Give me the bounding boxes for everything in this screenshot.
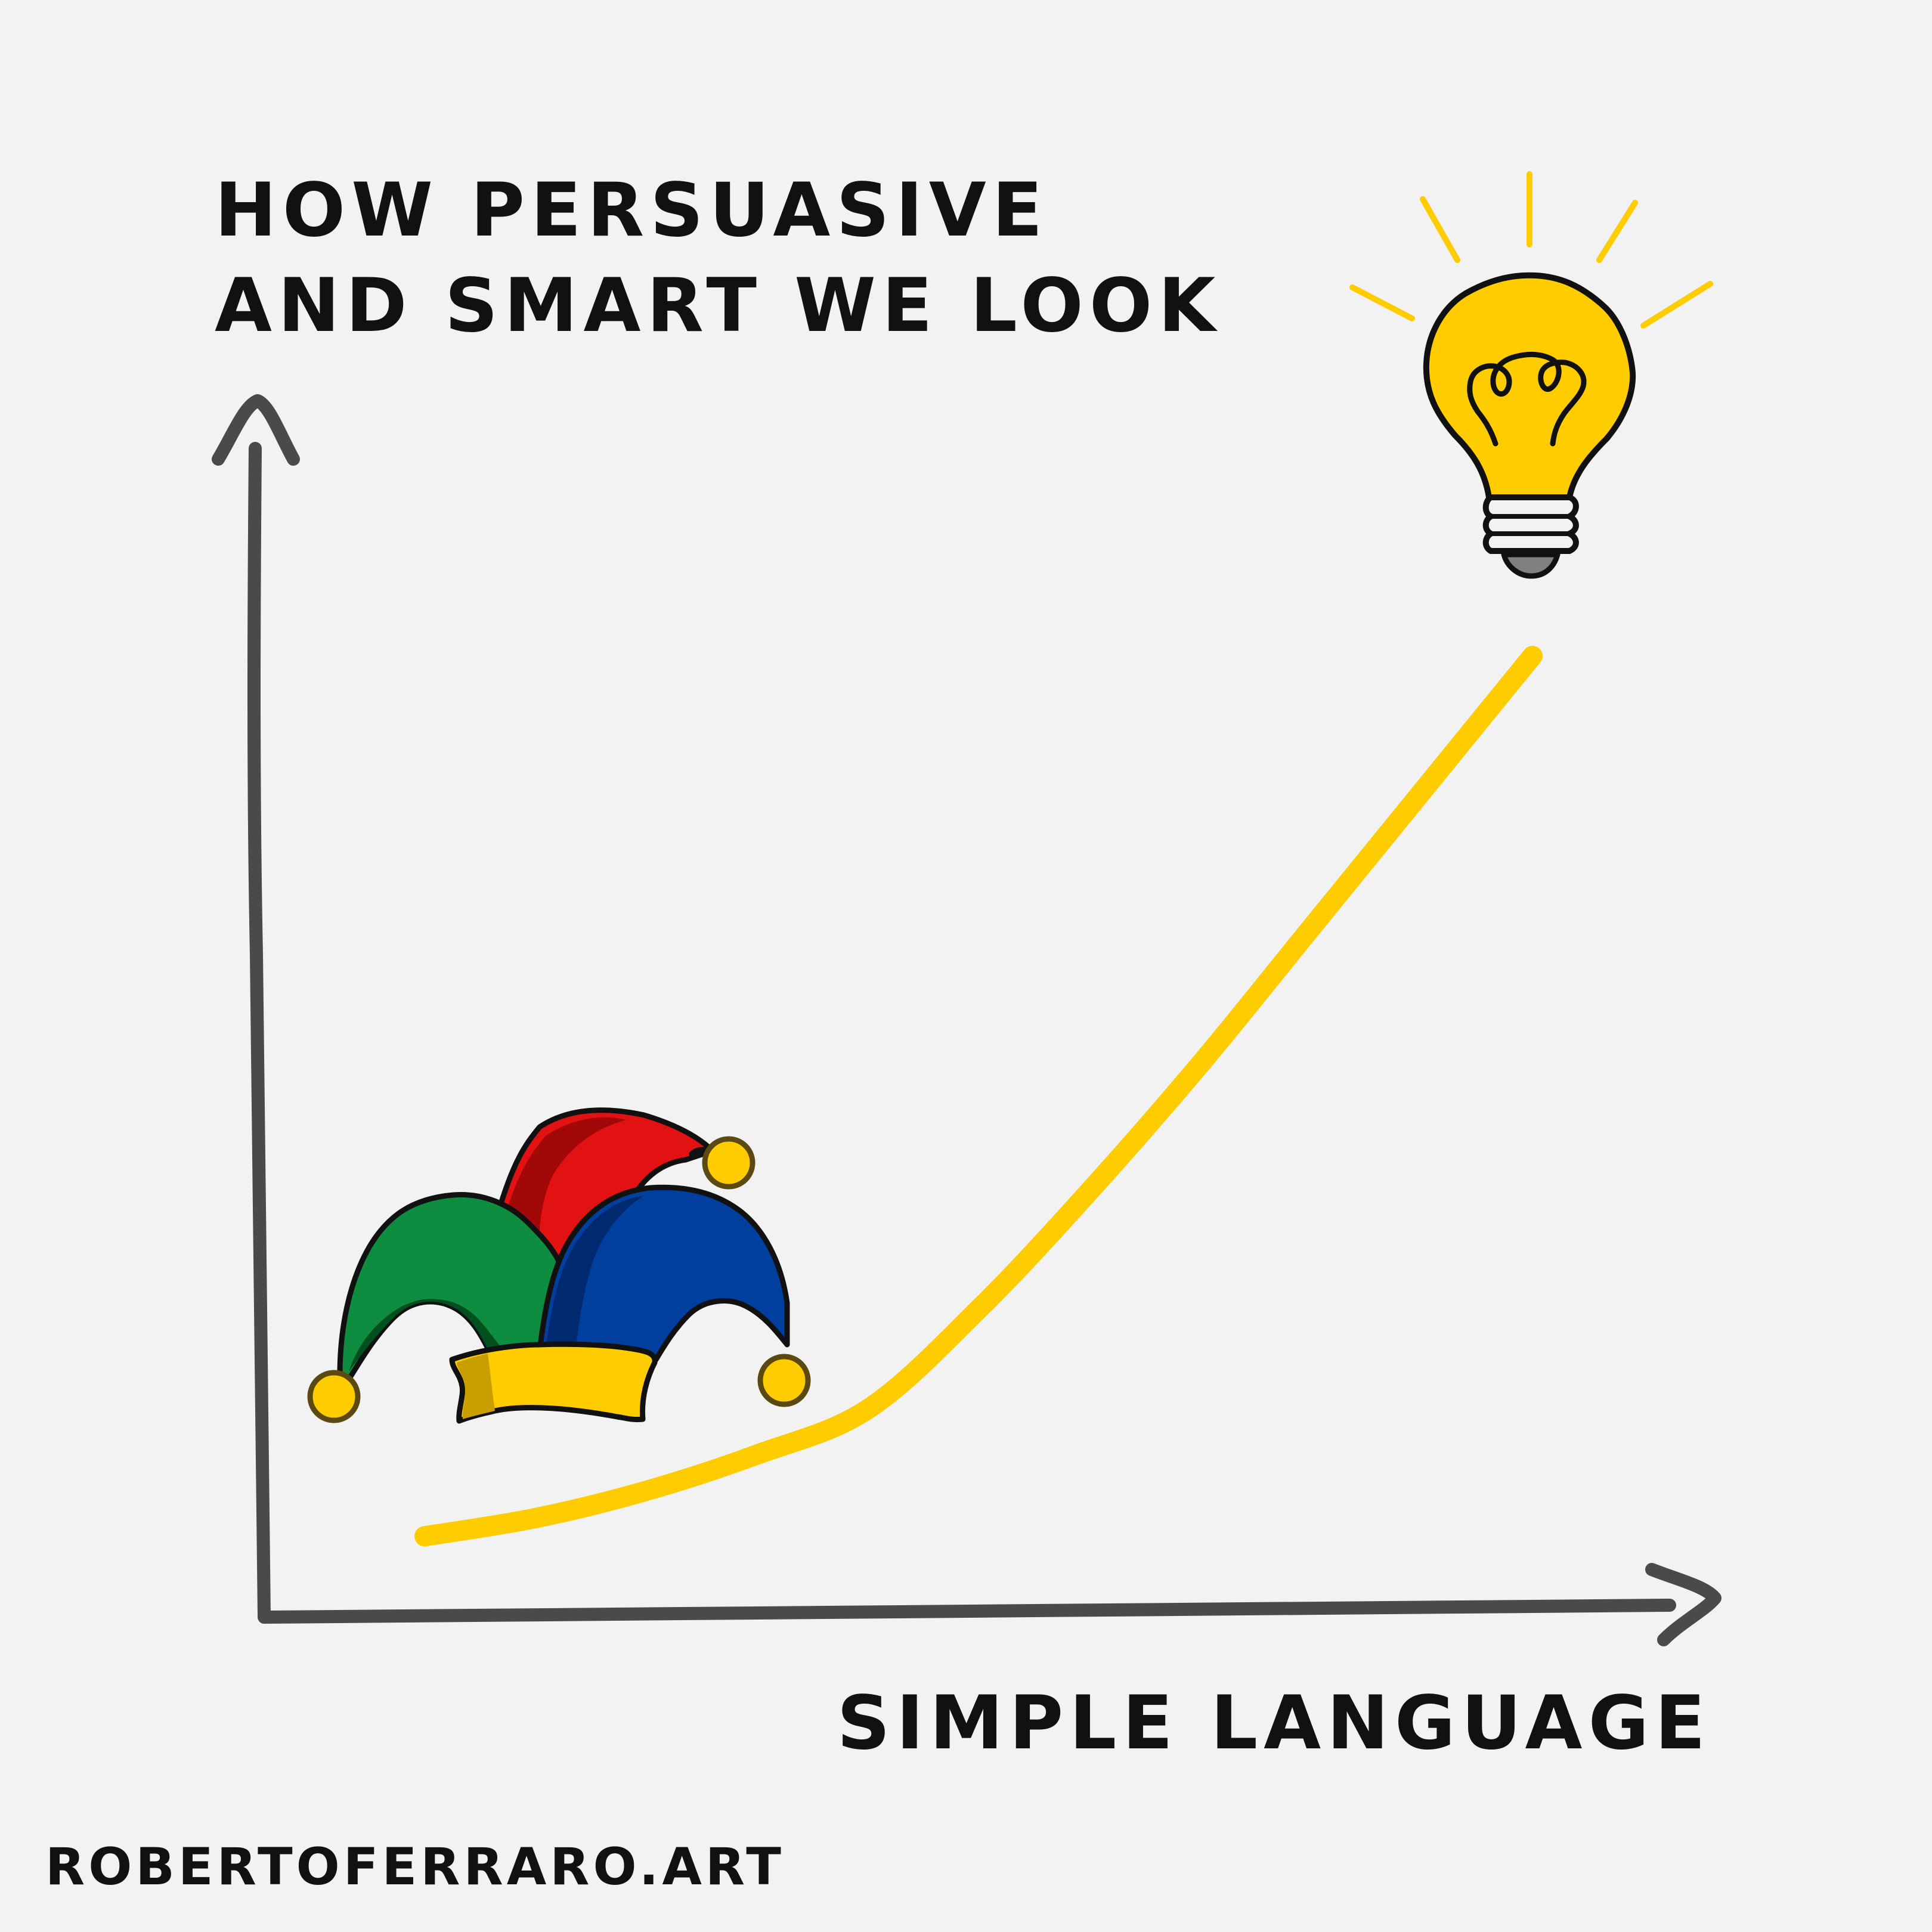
y-axis-line: [247, 442, 271, 1623]
y-axis-label-line-1: HOW PERSUASIVE: [215, 168, 1048, 253]
jester-hat-green-section: [337, 1191, 569, 1386]
y-axis: [212, 394, 300, 1623]
lightbulb-tip: [1501, 552, 1561, 579]
lightbulb-rays: [1349, 171, 1713, 329]
jester-hat-green-shade: [349, 1299, 513, 1371]
jester-bell-right: [757, 1354, 811, 1407]
lightbulb-icon: [1349, 171, 1713, 579]
x-axis-label: SIMPLE LANGUAGE: [837, 1680, 1711, 1766]
jester-hat-icon: [307, 1107, 811, 1424]
series-line-0: [414, 646, 1543, 1547]
ray-upper-left: [1420, 196, 1460, 263]
x-axis: [258, 1563, 1722, 1646]
lightbulb-screw-base: [1482, 494, 1579, 554]
jester-hat-band-shade: [457, 1354, 495, 1419]
x-axis-arrowhead: [1645, 1563, 1722, 1646]
jester-hat-blue-shade: [546, 1196, 644, 1351]
x-axis-line: [258, 1599, 1676, 1624]
jester-bell-top: [702, 1136, 756, 1190]
jester-bell-left: [307, 1370, 361, 1423]
credit-text: ROBERTOFERRARO.ART: [45, 1837, 785, 1897]
lightbulb-filament: [1467, 351, 1587, 447]
y-axis-label-line-2: AND SMART WE LOOK: [215, 263, 1221, 349]
ray-left: [1349, 284, 1415, 321]
jester-hat-band: [449, 1341, 658, 1424]
ray-right: [1640, 281, 1713, 329]
ray-upper-right: [1596, 200, 1638, 263]
series-layer: [414, 646, 1543, 1547]
lightbulb-glass: [1423, 272, 1636, 500]
y-axis-arrowhead: [212, 394, 300, 466]
